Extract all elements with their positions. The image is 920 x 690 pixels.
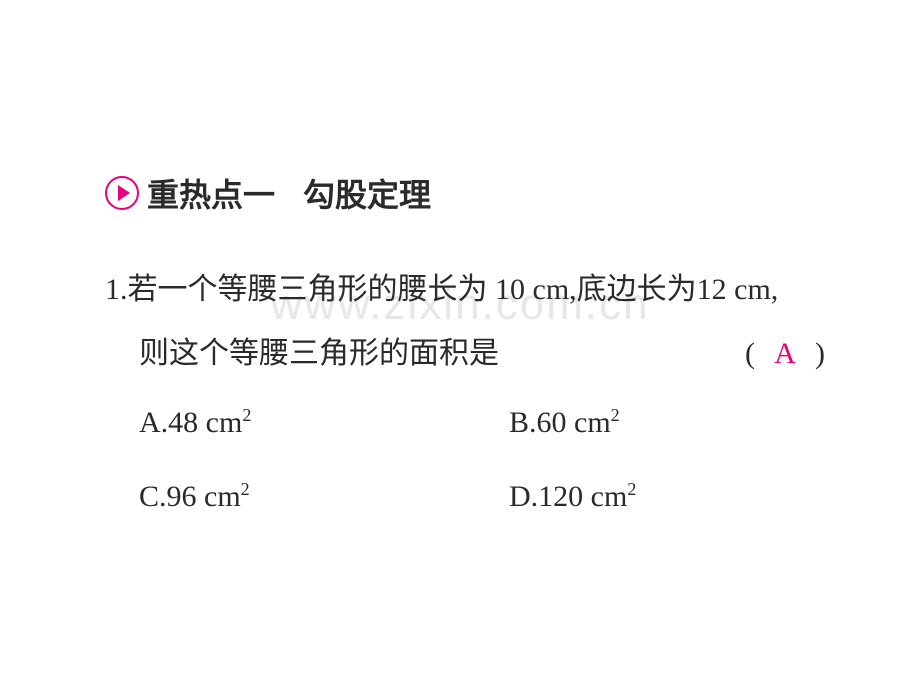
question-text-1: 若一个等腰三角形的腰长为 10 cm,底边长为12 cm, bbox=[128, 273, 779, 306]
content-block: 重热点一 勾股定理 1.若一个等腰三角形的腰长为 10 cm,底边长为12 cm… bbox=[0, 0, 920, 534]
option-d-value: 120 bbox=[538, 480, 583, 513]
option-b-value: 60 bbox=[537, 406, 567, 439]
paren-open: ( bbox=[745, 337, 755, 370]
option-d-label: D. bbox=[509, 480, 538, 513]
answer-parentheses: (A) bbox=[745, 322, 825, 386]
option-c-value: 96 bbox=[167, 480, 197, 513]
question-text-2: 则这个等腰三角形的面积是 bbox=[139, 337, 499, 370]
option-d: D.120 cm2 bbox=[509, 460, 825, 534]
option-c-label: C. bbox=[139, 480, 167, 513]
option-b-label: B. bbox=[509, 406, 537, 439]
option-b-unit: cm bbox=[574, 406, 611, 439]
options-block: A.48 cm2 B.60 cm2 C.96 cm2 D.120 cm2 bbox=[105, 386, 825, 534]
option-a: A.48 cm2 bbox=[139, 386, 509, 460]
question-line-2: 则这个等腰三角形的面积是 (A) bbox=[105, 322, 825, 386]
option-row-2: C.96 cm2 D.120 cm2 bbox=[139, 460, 825, 534]
option-b-exp: 2 bbox=[611, 405, 620, 425]
question-number: 1. bbox=[105, 273, 128, 306]
play-triangle-icon bbox=[118, 185, 130, 201]
heading-label: 重热点一 bbox=[147, 170, 275, 216]
question-line-1: 1.若一个等腰三角形的腰长为 10 cm,底边长为12 cm, bbox=[105, 258, 825, 322]
correct-answer: A bbox=[755, 322, 815, 386]
heading-topic: 勾股定理 bbox=[303, 170, 431, 216]
option-a-value: 48 bbox=[168, 406, 198, 439]
option-c-exp: 2 bbox=[241, 479, 250, 499]
option-c-unit: cm bbox=[204, 480, 241, 513]
heading-row: 重热点一 勾股定理 bbox=[105, 170, 825, 216]
option-d-unit: cm bbox=[591, 480, 628, 513]
page: www.zixin.com.cn 重热点一 勾股定理 1.若一个等腰三角形的腰长… bbox=[0, 0, 920, 690]
paren-close: ) bbox=[815, 337, 825, 370]
option-a-exp: 2 bbox=[242, 405, 251, 425]
play-circle-icon bbox=[105, 176, 139, 210]
option-a-label: A. bbox=[139, 406, 168, 439]
option-c: C.96 cm2 bbox=[139, 460, 509, 534]
option-a-unit: cm bbox=[206, 406, 243, 439]
option-row-1: A.48 cm2 B.60 cm2 bbox=[139, 386, 825, 460]
option-b: B.60 cm2 bbox=[509, 386, 825, 460]
question-block: 1.若一个等腰三角形的腰长为 10 cm,底边长为12 cm, 则这个等腰三角形… bbox=[105, 258, 825, 386]
option-d-exp: 2 bbox=[627, 479, 636, 499]
